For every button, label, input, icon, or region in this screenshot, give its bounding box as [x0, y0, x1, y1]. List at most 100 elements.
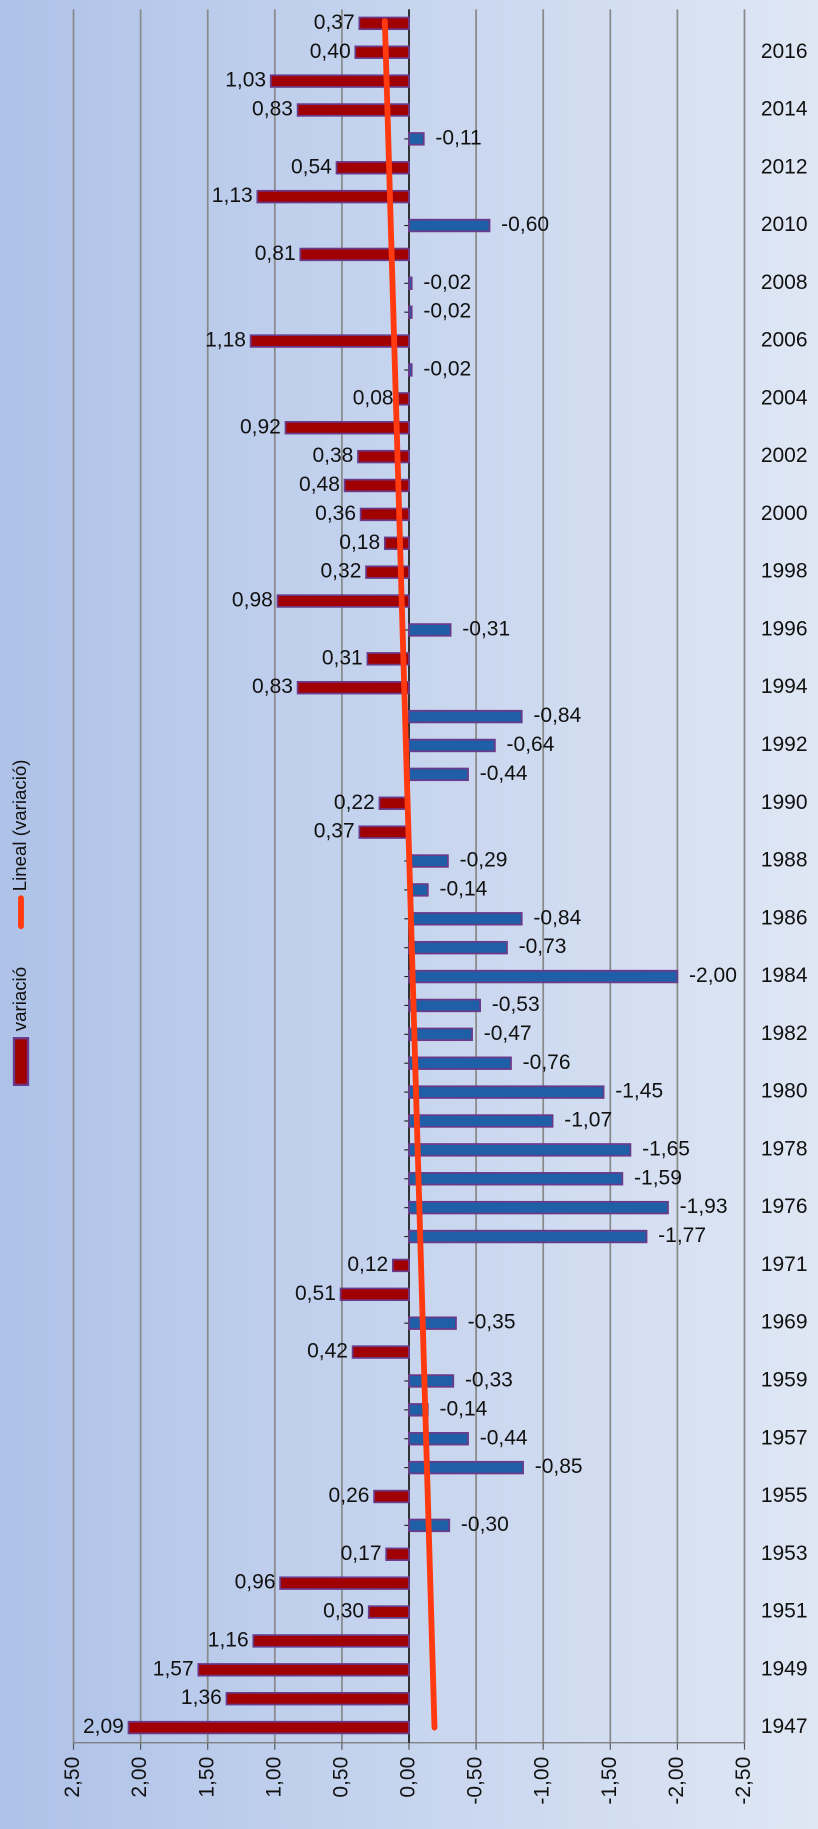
data-label: 0,12	[347, 1253, 388, 1276]
bar	[408, 218, 491, 233]
data-label: 0,30	[323, 1600, 364, 1623]
data-label: 0,51	[295, 1282, 336, 1305]
bar	[408, 1316, 457, 1330]
bar	[249, 334, 410, 348]
bar	[408, 1229, 648, 1244]
bar	[354, 45, 410, 59]
bar	[408, 1114, 554, 1128]
bar	[197, 1663, 410, 1677]
bar	[408, 738, 496, 753]
data-label: 0,96	[235, 1571, 276, 1594]
y-tick-label: 1957	[761, 1426, 808, 1449]
bar	[358, 825, 410, 839]
legend-label: variació	[9, 967, 30, 1031]
bar	[397, 392, 410, 406]
y-tick-label: 1986	[761, 906, 808, 929]
data-label: 1,13	[212, 184, 253, 207]
data-label: 0,92	[240, 415, 281, 438]
data-label: 0,36	[315, 502, 356, 525]
data-label: 0,22	[334, 791, 375, 814]
y-tick-label: 2014	[761, 98, 808, 121]
data-label: -0,14	[439, 1397, 487, 1420]
y-tick-label: 1953	[761, 1542, 808, 1565]
bar	[408, 276, 413, 291]
y-tick-label: 2002	[761, 444, 808, 467]
data-label: -0,53	[492, 993, 540, 1016]
data-label: 0,37	[314, 11, 355, 34]
data-label: -0,29	[460, 849, 508, 872]
data-label: 0,32	[321, 560, 362, 583]
data-label: 0,40	[310, 40, 351, 63]
data-label: 0,83	[252, 675, 293, 698]
trendline	[381, 18, 438, 1731]
bar	[408, 1432, 469, 1446]
data-label: -0,44	[480, 1426, 528, 1449]
y-tick-label: 1984	[761, 964, 808, 987]
bar	[408, 1056, 512, 1070]
bar	[408, 767, 469, 782]
data-label: -1,93	[680, 1195, 728, 1218]
bar	[408, 998, 481, 1013]
data-label: 0,18	[339, 531, 380, 554]
bar	[299, 247, 410, 262]
data-label: 0,98	[232, 589, 273, 612]
data-label: -0,02	[423, 300, 471, 323]
data-label: 1,36	[181, 1686, 222, 1709]
x-tick-label: 2,50	[61, 1757, 84, 1798]
bar	[408, 1460, 524, 1475]
x-tick-label: 0,50	[329, 1757, 352, 1798]
bar	[408, 854, 449, 868]
y-tick-label: 1980	[761, 1080, 808, 1103]
plot: 2,50 2,00 1,50 1,00 0,50 0,00 -0,50 -1,00 -1,50 -…	[9, 9, 808, 1805]
data-label: -0,84	[533, 704, 581, 727]
y-tick-label: 1949	[761, 1657, 808, 1680]
data-label: 1,57	[153, 1657, 194, 1680]
y-tick-label: 2004	[761, 386, 808, 409]
bar	[296, 103, 410, 117]
x-tick-label: 1,00	[262, 1757, 285, 1798]
bar	[392, 1258, 410, 1273]
data-label: 0,81	[255, 242, 296, 265]
x-tick-label: 0,00	[397, 1757, 420, 1798]
legend: variació Lineal (variació)	[9, 760, 30, 1087]
data-label: -0,60	[501, 213, 549, 236]
y-tick-label: 1947	[761, 1715, 808, 1738]
data-label: -0,64	[507, 733, 555, 756]
data-label: 0,37	[314, 820, 355, 843]
bar	[408, 1143, 632, 1157]
y-tick-label: 1951	[761, 1600, 808, 1623]
data-label: -0,11	[435, 126, 481, 149]
bar	[408, 1374, 455, 1388]
bar	[225, 1691, 410, 1706]
data-label: -0,30	[461, 1513, 509, 1536]
bar	[408, 1027, 473, 1042]
bar	[279, 1576, 410, 1590]
legend-label: Lineal (variació)	[9, 760, 30, 892]
data-label: 0,48	[299, 473, 340, 496]
data-label: -0,35	[468, 1311, 516, 1334]
bar	[408, 940, 508, 955]
data-label: -1,07	[564, 1109, 612, 1132]
data-label: 0,83	[252, 98, 293, 121]
bar	[373, 1489, 410, 1504]
x-tick-label: 2,00	[128, 1757, 151, 1798]
x-tick-label: -1,50	[598, 1757, 621, 1805]
bar	[357, 449, 410, 464]
y-tick-label: 1982	[761, 1022, 808, 1045]
x-tick-label: -1,00	[531, 1757, 554, 1805]
data-label: 1,18	[205, 329, 246, 352]
y-tick-label: 1994	[761, 675, 808, 698]
bar	[366, 652, 410, 666]
data-label: 0,08	[353, 386, 394, 409]
data-label: -0,31	[462, 617, 510, 640]
y-tick-label: 1990	[761, 791, 808, 814]
data-label: -1,77	[658, 1224, 706, 1247]
y-tick-label: 2006	[761, 329, 808, 352]
bar	[269, 74, 410, 88]
data-label: -0,84	[533, 906, 581, 929]
bar	[365, 565, 410, 579]
bar	[339, 1287, 410, 1302]
data-label: -0,02	[423, 271, 471, 294]
